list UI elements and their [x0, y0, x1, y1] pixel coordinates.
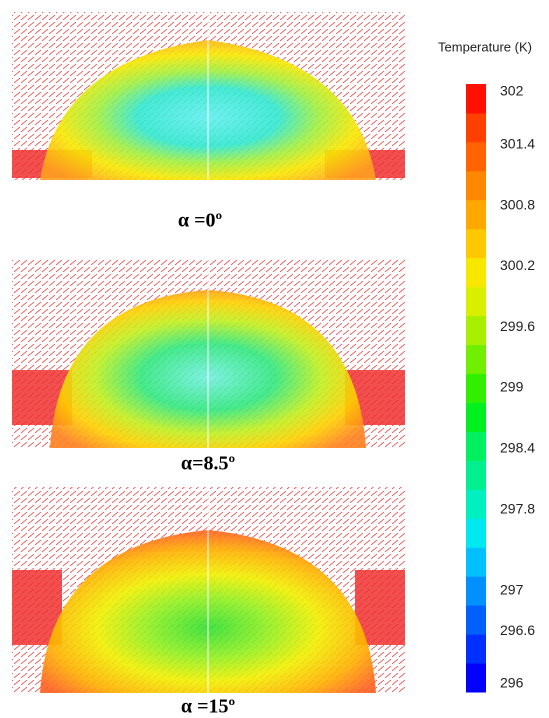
color-band	[466, 84, 486, 114]
color-band	[466, 431, 486, 461]
colorbar-tick-label: 299	[500, 379, 524, 395]
color-band	[466, 460, 486, 490]
colorbar-tick-label: 296	[500, 675, 524, 691]
color-band	[466, 257, 486, 288]
colorbar-tick-label: 301.4	[500, 136, 535, 152]
colorbar-title: Temperature (K)	[438, 39, 532, 54]
color-band	[466, 141, 486, 172]
panel-label: α=8.5º	[181, 453, 236, 475]
color-band	[466, 112, 486, 143]
colorbar-tick-label: 302	[500, 83, 524, 99]
color-band	[466, 576, 486, 606]
panel-label: α =15º	[181, 696, 236, 718]
panel-label: α =0º	[178, 210, 223, 232]
color-band	[466, 373, 486, 403]
flow-panel	[12, 258, 405, 448]
color-band	[466, 489, 486, 519]
color-band	[466, 547, 486, 577]
flow-panel	[12, 487, 405, 693]
color-band	[466, 344, 486, 375]
colorbar: 302 301.4 300.8 300.2 299.6 299 298.4 297.8 297 2…	[466, 83, 535, 693]
colorbar-tick-label: 298.4	[500, 440, 535, 456]
colorbar-tick-label: 297	[500, 581, 524, 597]
color-band	[466, 228, 486, 259]
color-band	[466, 286, 486, 317]
color-band	[466, 402, 486, 432]
color-band	[466, 605, 486, 635]
flow-panel	[12, 12, 405, 180]
color-band	[466, 199, 486, 230]
colorbar-tick-label: 300.8	[500, 196, 535, 212]
color-band	[466, 315, 486, 346]
colorbar-tick-label: 296.6	[500, 622, 535, 638]
color-band	[466, 170, 486, 201]
colorbar-tick-label: 297.8	[500, 500, 535, 516]
color-band	[466, 663, 486, 693]
colorbar-tick-label: 299.6	[500, 318, 535, 334]
color-band	[466, 634, 486, 664]
color-band	[466, 518, 486, 548]
colorbar-tick-label: 300.2	[500, 257, 535, 273]
